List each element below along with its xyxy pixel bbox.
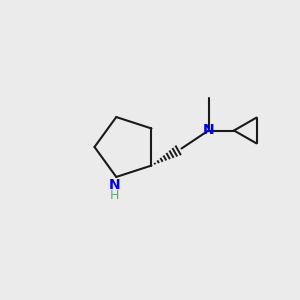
- Text: H: H: [110, 189, 119, 202]
- Text: N: N: [109, 178, 121, 192]
- Text: N: N: [203, 124, 214, 137]
